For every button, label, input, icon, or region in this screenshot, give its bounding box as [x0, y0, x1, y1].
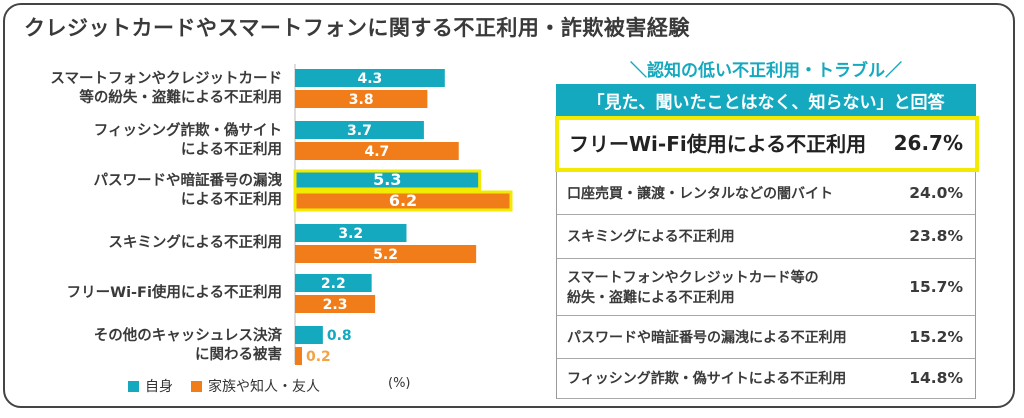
table-row-value: 15.7%: [909, 277, 963, 296]
table-row-value: 14.8%: [909, 369, 963, 387]
bar-self-5: [295, 326, 323, 344]
category-label-3: スキミングによる不正利用: [108, 235, 282, 251]
bar-self-1: [295, 121, 424, 139]
value-label-family-0: 3.8: [349, 92, 374, 108]
bar-self-4: [295, 274, 372, 292]
category-label-2: パスワードや暗証番号の漏洩 による不正利用: [93, 172, 283, 208]
table-row: フィッシング詐欺・偽サイトによる不正利用 14.8%: [557, 359, 975, 399]
table-row: スキミングによる不正利用 23.8%: [557, 215, 975, 259]
value-label-family-5: 0.2: [306, 349, 331, 365]
category-label-1: フィッシング詐欺・偽サイト による不正利用: [93, 122, 282, 158]
table-row-value: 23.8%: [909, 227, 963, 245]
table-row: パスワードや暗証番号の漏洩による不正利用 15.2%: [557, 316, 975, 359]
bar-family-3: [295, 245, 477, 263]
value-label-self-0: 4.3: [357, 71, 382, 87]
value-label-family-2: 6.2: [389, 191, 417, 210]
legend-item-family: 家族や知人・友人: [191, 376, 320, 396]
bar-self-0: [295, 69, 445, 87]
bar-self-2: [293, 169, 482, 191]
value-label-self-3: 3.2: [338, 226, 363, 242]
legend-label-self: 自身: [145, 379, 173, 395]
legend-swatch-self: [128, 380, 139, 392]
awareness-table: フリーWi-Fi使用による不正利用 26.7% 口座売買・譲渡・レンタルなどの闇バイ…: [555, 116, 979, 399]
table-row: フリーWi-Fi使用による不正利用 26.7%: [555, 116, 979, 172]
legend-item-self: 自身: [128, 376, 173, 396]
bar-family-1: [295, 142, 459, 160]
right-panel-caption: ＼認知の低い不正利用・トラブル／: [630, 61, 902, 81]
category-label-4: フリーWi-Fi使用による不正利用: [66, 285, 282, 301]
unit-label: (%): [388, 376, 411, 391]
page-title: クレジットカードやスマートフォンに関する不正利用・詐欺被害経験: [24, 16, 690, 40]
bar-family-5: [295, 347, 302, 365]
bar-family-2: [293, 190, 513, 212]
table-row: 口座売買・譲渡・レンタルなどの闇バイト 24.0%: [557, 172, 975, 215]
value-label-self-4: 2.2: [321, 276, 346, 292]
value-label-family-3: 5.2: [373, 247, 398, 263]
value-label-self-5: 0.8: [327, 328, 352, 344]
value-label-family-4: 2.3: [323, 297, 348, 313]
category-label-5: その他のキャッシュレス決済 に関わる被害: [93, 327, 282, 363]
value-label-self-2: 5.3: [373, 170, 401, 189]
legend-label-family: 家族や知人・友人: [208, 379, 320, 395]
category-label-0: スマートフォンやクレジットカード 等の紛失・盗難による不正利用: [50, 70, 282, 106]
table-row-label: 口座売買・譲渡・レンタルなどの闇バイト: [567, 185, 833, 202]
value-label-self-1: 3.7: [347, 123, 372, 139]
right-panel-header: 「見た、聞いたことはなく、知らない」と回答: [556, 84, 976, 116]
table-row: スマートフォンやクレジットカード等の 紛失・盗難による不正利用 15.7%: [557, 259, 975, 316]
bar-family-0: [295, 90, 428, 108]
bar-self-3: [295, 224, 407, 242]
table-row-label: フィッシング詐欺・偽サイトによる不正利用: [567, 371, 847, 387]
table-row-label: フリーWi-Fi使用による不正利用: [569, 132, 867, 156]
legend-swatch-family: [191, 380, 202, 392]
table-row-value: 26.7%: [893, 131, 963, 155]
table-row-label: パスワードや暗証番号の漏洩による不正利用: [567, 329, 847, 346]
table-row-value: 24.0%: [909, 183, 963, 202]
value-label-family-1: 4.7: [364, 144, 389, 160]
chart-legend: 自身 家族や知人・友人: [128, 376, 338, 396]
table-row-label: スマートフォンやクレジットカード等の 紛失・盗難による不正利用: [567, 269, 819, 306]
bar-family-4: [295, 295, 376, 313]
table-row-value: 15.2%: [909, 327, 963, 346]
table-row-label: スキミングによる不正利用: [567, 229, 735, 245]
